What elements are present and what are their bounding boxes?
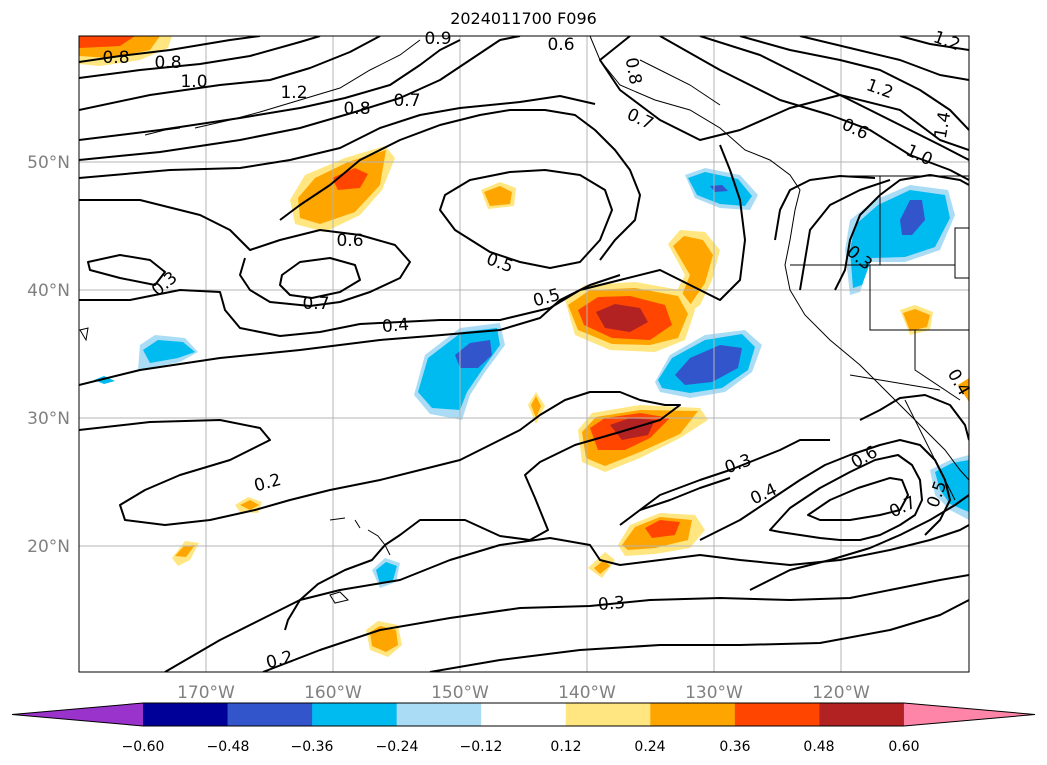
contour-label: 0.3 bbox=[597, 593, 626, 615]
colorbar-segment bbox=[565, 703, 651, 726]
latitude-labels: 50°N 40°N 30°N 20°N bbox=[27, 153, 70, 557]
map-area bbox=[79, 36, 969, 672]
contour-label: 1.4 bbox=[931, 110, 955, 140]
colorbar-tick-label: 0.36 bbox=[719, 739, 750, 755]
colorbar-tick-label: −0.12 bbox=[460, 739, 503, 755]
colorbar-tick-label: 0.12 bbox=[550, 739, 581, 755]
colorbar-segment bbox=[312, 703, 398, 726]
colorbar-tick-label: −0.48 bbox=[207, 739, 250, 755]
contour-label: 0.6 bbox=[336, 231, 363, 251]
contour-label: 1.2 bbox=[280, 83, 307, 103]
lon-label: 140°W bbox=[558, 683, 616, 703]
colorbar-tick-label: −0.36 bbox=[291, 739, 334, 755]
contour-lines bbox=[79, 36, 969, 672]
colorbar-segment bbox=[650, 703, 736, 726]
colorbar-extension-high bbox=[903, 703, 1035, 726]
colorbar-tick-label: −0.24 bbox=[376, 739, 419, 755]
lat-label: 20°N bbox=[27, 537, 70, 557]
anomaly-fields bbox=[79, 36, 969, 657]
colorbar-segment bbox=[734, 703, 820, 726]
contour-label: 0.7 bbox=[302, 294, 329, 314]
contour-label: 0.8 bbox=[343, 99, 370, 119]
colorbar-segment bbox=[227, 703, 313, 726]
contour-label: 0.6 bbox=[547, 35, 574, 55]
contour-label: 0.4 bbox=[381, 315, 410, 337]
colorbar-tick-label: 0.24 bbox=[634, 739, 665, 755]
coastlines bbox=[79, 36, 969, 604]
colorbar-segment bbox=[143, 703, 229, 726]
colorbar-segment bbox=[396, 703, 482, 726]
longitude-labels: 170°W 160°W 150°W 140°W 130°W 120°W bbox=[177, 683, 870, 703]
colorbar-segment bbox=[819, 703, 905, 726]
contour-label: 0.8 bbox=[102, 48, 129, 68]
colorbar-extension-low bbox=[12, 703, 143, 726]
colorbar-tick-label: −0.60 bbox=[122, 739, 165, 755]
lon-label: 150°W bbox=[431, 683, 489, 703]
colorbar-tick-label: 0.48 bbox=[803, 739, 834, 755]
graticule bbox=[79, 36, 969, 672]
contour-label: 1.0 bbox=[180, 72, 207, 92]
lon-label: 160°W bbox=[304, 683, 362, 703]
colorbar-outline bbox=[11, 702, 1036, 727]
contour-label: 0.9 bbox=[424, 29, 451, 49]
colorbar-tick-label: 0.60 bbox=[888, 739, 919, 755]
colorbar bbox=[11, 702, 1036, 727]
lat-label: 40°N bbox=[27, 281, 70, 301]
contour-label: 0.8 bbox=[621, 56, 645, 86]
lat-label: 50°N bbox=[27, 153, 70, 173]
colorbar-segment bbox=[481, 703, 567, 726]
lon-label: 170°W bbox=[177, 683, 235, 703]
contour-label: 0.8 bbox=[154, 53, 181, 73]
lat-label: 30°N bbox=[27, 409, 70, 429]
map-title: 2024011700 F096 bbox=[450, 9, 597, 28]
map-frame bbox=[78, 35, 970, 673]
contour-label: 0.7 bbox=[393, 91, 420, 111]
colorbar-ticks: −0.60 −0.48 −0.36 −0.24 −0.12 0.12 0.24 … bbox=[122, 739, 920, 755]
lon-label: 130°W bbox=[685, 683, 743, 703]
lon-label: 120°W bbox=[812, 683, 870, 703]
